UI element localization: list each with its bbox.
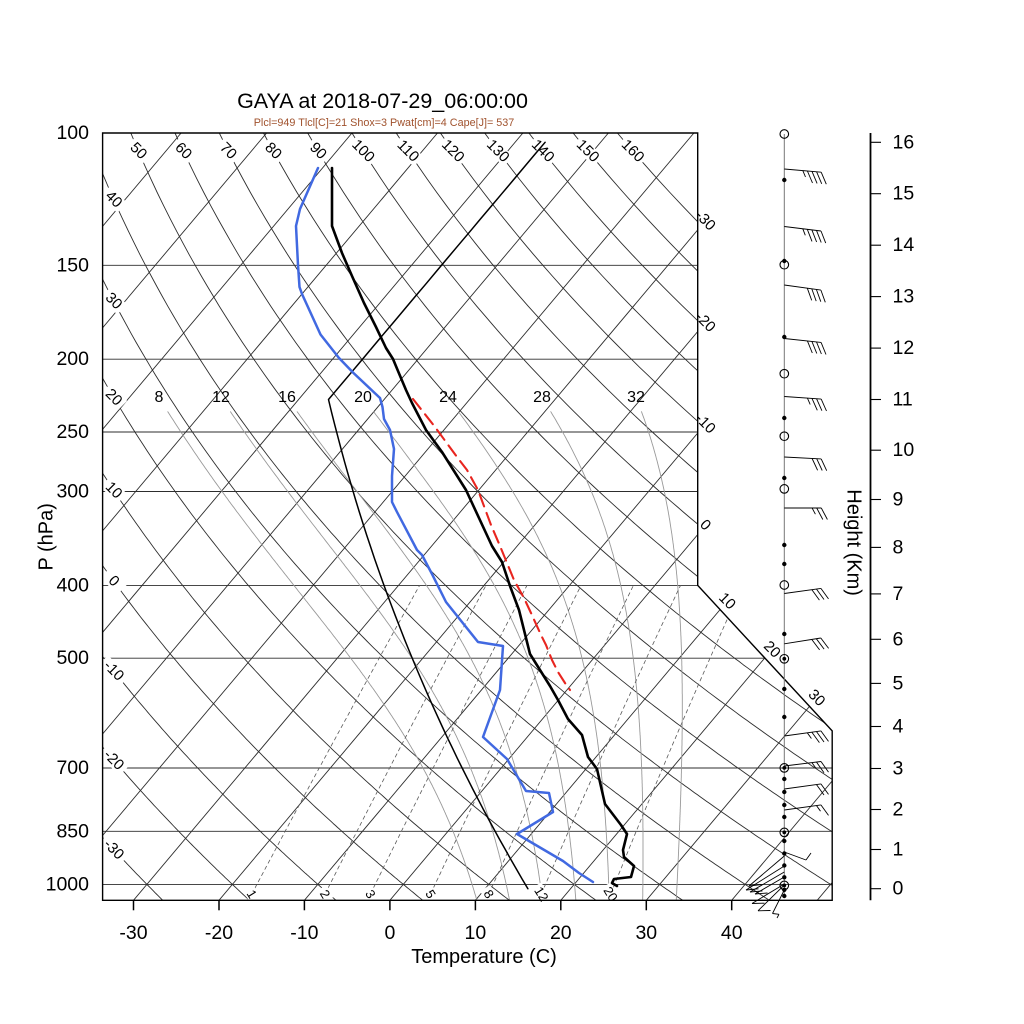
- svg-text:12: 12: [212, 389, 230, 406]
- svg-text:8: 8: [893, 536, 904, 558]
- svg-text:10: 10: [465, 922, 487, 944]
- svg-text:4: 4: [893, 716, 904, 738]
- svg-text:Temperature (C): Temperature (C): [411, 946, 557, 968]
- svg-text:850: 850: [56, 820, 89, 842]
- svg-text:1: 1: [893, 839, 904, 861]
- svg-text:8: 8: [155, 389, 164, 406]
- svg-text:16: 16: [893, 131, 915, 153]
- svg-text:5: 5: [893, 672, 904, 694]
- svg-text:-10: -10: [290, 922, 318, 944]
- svg-text:14: 14: [893, 234, 915, 256]
- svg-text:32: 32: [627, 389, 645, 406]
- svg-text:16: 16: [278, 389, 296, 406]
- svg-text:300: 300: [56, 481, 89, 503]
- svg-text:250: 250: [56, 421, 89, 443]
- svg-text:200: 200: [56, 348, 89, 370]
- svg-text:150: 150: [56, 254, 89, 276]
- svg-text:2: 2: [893, 799, 904, 821]
- svg-text:24: 24: [439, 389, 457, 406]
- svg-text:13: 13: [893, 286, 915, 308]
- svg-text:400: 400: [56, 574, 89, 596]
- svg-text:0: 0: [893, 878, 904, 900]
- svg-text:6: 6: [893, 628, 904, 650]
- svg-text:30: 30: [635, 922, 657, 944]
- svg-text:-30: -30: [119, 922, 147, 944]
- svg-text:9: 9: [893, 489, 904, 511]
- svg-text:-20: -20: [205, 922, 233, 944]
- svg-text:11: 11: [893, 389, 913, 411]
- svg-text:12: 12: [893, 337, 915, 359]
- svg-text:Height (Km): Height (Km): [843, 489, 865, 596]
- svg-text:28: 28: [533, 389, 551, 406]
- svg-text:1000: 1000: [46, 873, 90, 895]
- svg-text:100: 100: [56, 122, 89, 144]
- svg-text:10: 10: [893, 439, 915, 461]
- svg-text:0: 0: [384, 922, 395, 944]
- svg-text:Plcl=949 Tlcl[C]=21 Shox=3 Pwa: Plcl=949 Tlcl[C]=21 Shox=3 Pwat[cm]=4 Ca…: [254, 117, 515, 129]
- svg-text:3: 3: [893, 758, 904, 780]
- svg-text:15: 15: [893, 183, 915, 205]
- svg-text:700: 700: [56, 757, 89, 779]
- svg-text:7: 7: [893, 583, 904, 605]
- svg-text:20: 20: [601, 884, 621, 904]
- svg-text:20: 20: [354, 389, 372, 406]
- svg-text:GAYA at 2018-07-29_06:00:00: GAYA at 2018-07-29_06:00:00: [237, 89, 528, 113]
- svg-text:12: 12: [531, 884, 551, 904]
- svg-text:P (hPa): P (hPa): [36, 503, 58, 570]
- svg-text:500: 500: [56, 647, 89, 669]
- svg-text:40: 40: [721, 922, 743, 944]
- svg-text:20: 20: [550, 922, 572, 944]
